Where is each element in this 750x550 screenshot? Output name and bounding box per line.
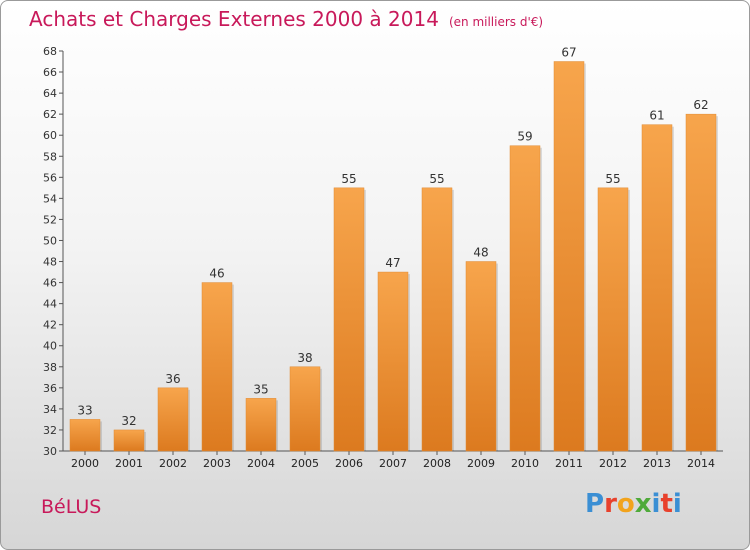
y-tick-label: 32 [43,424,57,437]
x-tick-label: 2000 [71,457,99,470]
bar-value-label: 55 [605,172,620,186]
bar [377,271,409,452]
bar [289,366,321,452]
y-tick-label: 56 [43,171,57,184]
commune-name: BéLUS [41,496,102,518]
x-tick-label: 2010 [511,457,539,470]
y-tick-label: 36 [43,382,57,395]
logo-letter: r [604,489,617,519]
y-tick-label: 38 [43,361,57,374]
y-tick-label: 46 [43,277,57,290]
bar [465,261,497,452]
chart-unit: (en milliers d'€) [448,15,544,29]
bar-value-label: 47 [385,256,400,270]
bar [69,419,101,452]
bar-value-label: 32 [121,414,136,428]
logo-letter: x [634,489,652,519]
bar [157,387,189,452]
chart-title-text: Achats et Charges Externes 2000 à 2014 [29,7,439,31]
y-tick-label: 40 [43,340,57,353]
bar [597,187,629,452]
y-tick-label: 34 [43,403,57,416]
y-tick-label: 30 [43,445,57,458]
x-tick-label: 2006 [335,457,363,470]
logo-letter: P [585,489,605,519]
x-tick-label: 2001 [115,457,143,470]
bar-value-label: 61 [649,109,664,123]
bar-value-label: 48 [473,246,488,260]
bar [509,145,541,452]
y-tick-label: 42 [43,319,57,332]
bar-value-label: 62 [693,98,708,112]
bar [333,187,365,452]
x-tick-label: 2005 [291,457,319,470]
bar-value-label: 67 [561,46,576,60]
bar-value-label: 46 [209,267,224,281]
y-tick-label: 62 [43,108,57,121]
logo-letter: t [660,489,673,519]
bar [421,187,453,452]
bar-value-label: 35 [253,382,268,396]
x-tick-label: 2004 [247,457,275,470]
y-tick-label: 52 [43,213,57,226]
y-tick-label: 58 [43,150,57,163]
logo-letter: i [651,489,661,519]
bar [245,398,277,452]
y-tick-label: 54 [43,192,57,205]
x-tick-label: 2013 [643,457,671,470]
bar-value-label: 55 [341,172,356,186]
x-tick-label: 2003 [203,457,231,470]
y-tick-label: 66 [43,66,57,79]
proxiti-logo: Proxiti [585,489,682,519]
logo-letter: i [672,489,682,519]
bar-value-label: 38 [297,351,312,365]
bar-value-label: 55 [429,172,444,186]
bar-value-label: 59 [517,130,532,144]
x-tick-label: 2014 [687,457,715,470]
bar [201,282,233,452]
y-tick-label: 68 [43,45,57,58]
x-tick-label: 2007 [379,457,407,470]
logo-letter: o [616,489,635,519]
bar [641,124,673,452]
x-tick-label: 2002 [159,457,187,470]
chart-title: Achats et Charges Externes 2000 à 2014 (e… [29,7,543,31]
bar-value-label: 36 [165,372,180,386]
y-tick-label: 60 [43,129,57,142]
y-tick-label: 48 [43,256,57,269]
bar-value-label: 33 [77,403,92,417]
x-tick-label: 2011 [555,457,583,470]
bar [553,61,585,452]
x-tick-label: 2009 [467,457,495,470]
y-tick-label: 64 [43,87,57,100]
bar-layer: 33 32 36 46 35 38 55 47 55 48 59 67 55 61 62 [69,46,718,452]
x-tick-label: 2012 [599,457,627,470]
y-tick-label: 50 [43,234,57,247]
x-tick-label: 2008 [423,457,451,470]
y-tick-label: 44 [43,298,57,311]
axis-layer: 30 32 34 36 38 40 42 44 46 48 50 52 54 56 58 60 62 64 66 68… [43,45,723,470]
bar [113,429,145,452]
bar [685,113,717,452]
